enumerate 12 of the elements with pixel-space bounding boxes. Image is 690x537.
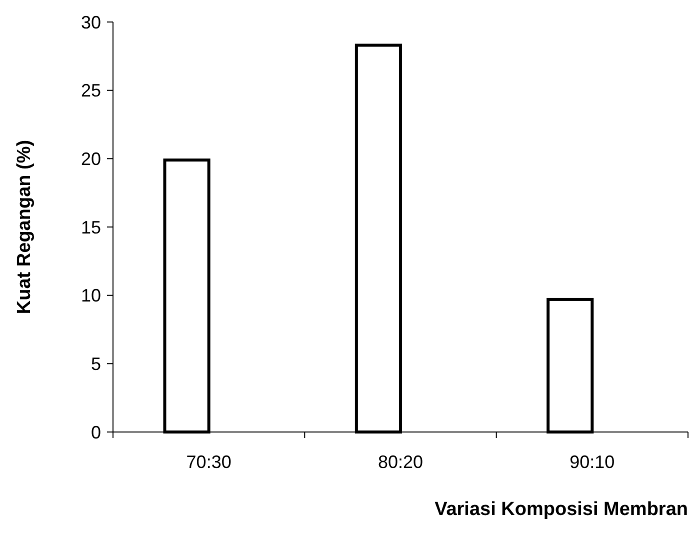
x-tick-label: 90:10	[570, 452, 615, 472]
x-tick-label: 70:30	[186, 452, 232, 472]
y-tick-label: 30	[80, 12, 101, 32]
y-axis-title: Kuat Regangan (%)	[14, 140, 35, 314]
x-tick-label: 80:20	[378, 452, 424, 472]
y-tick-label: 20	[80, 148, 101, 169]
y-tick-label: 0	[90, 422, 101, 442]
x-axis-title: Variasi Komposisi Membran	[434, 499, 688, 520]
y-tick-label: 15	[80, 217, 101, 238]
y-tick-label: 10	[80, 286, 101, 306]
y-tick-label: 25	[80, 80, 101, 101]
y-tick-label: 5	[90, 354, 101, 374]
